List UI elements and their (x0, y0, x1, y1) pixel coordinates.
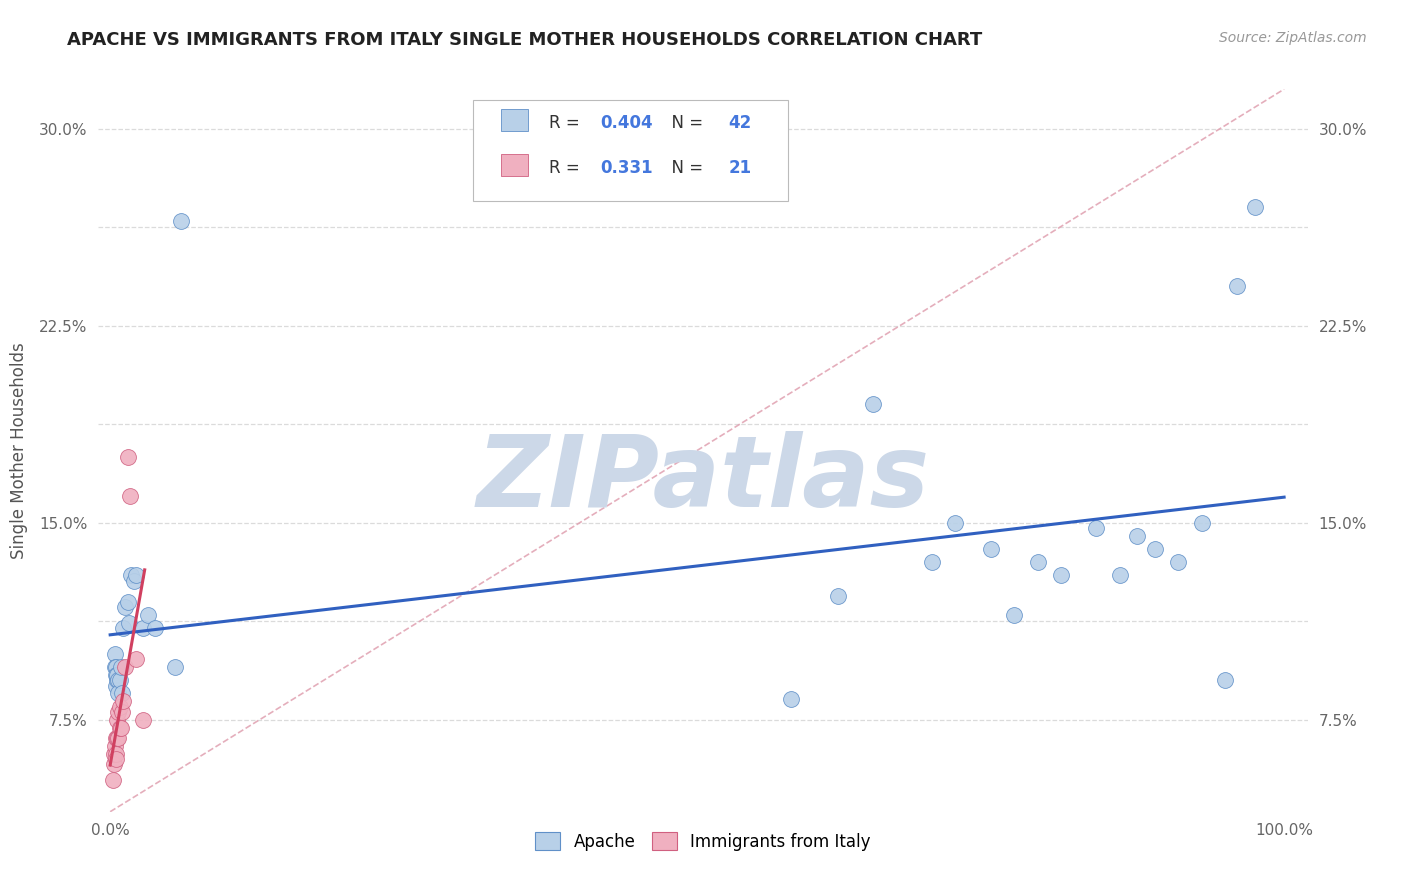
Point (103, 747, 125, 761)
Point (169, 213, 191, 227)
FancyBboxPatch shape (474, 100, 787, 202)
Point (125, 568, 148, 582)
Text: N =: N = (661, 159, 709, 177)
Text: 42: 42 (728, 114, 752, 132)
Point (110, 660, 132, 674)
Point (1085, 521, 1108, 535)
Point (980, 541, 1002, 556)
Point (1215, 673, 1237, 688)
Text: N =: N = (661, 114, 709, 132)
Point (780, 691, 803, 706)
Text: APACHE VS IMMIGRANTS FROM ITALY SINGLE MOTHER HOUSEHOLDS CORRELATION CHART: APACHE VS IMMIGRANTS FROM ITALY SINGLE M… (67, 31, 983, 49)
Point (110, 721, 132, 735)
Point (105, 668, 128, 682)
Point (108, 721, 131, 735)
Point (1108, 568, 1130, 582)
Point (105, 660, 128, 674)
Point (136, 607, 159, 622)
Point (827, 589, 849, 603)
Point (112, 621, 135, 635)
Point (1243, 201, 1265, 215)
Point (105, 731, 128, 746)
Point (111, 705, 134, 719)
Point (1126, 529, 1149, 543)
Point (132, 713, 155, 727)
Point (108, 673, 131, 688)
Point (105, 747, 128, 761)
Point (111, 686, 134, 700)
Point (163, 660, 186, 674)
Point (1167, 555, 1189, 569)
Point (108, 699, 131, 714)
Point (107, 673, 129, 688)
FancyBboxPatch shape (501, 153, 527, 176)
Point (104, 739, 127, 753)
Point (921, 555, 943, 569)
Point (945, 516, 967, 530)
Text: 0.404: 0.404 (600, 114, 652, 132)
Point (104, 660, 127, 674)
Point (112, 694, 135, 708)
Point (1002, 607, 1025, 622)
Text: Source: ZipAtlas.com: Source: ZipAtlas.com (1219, 31, 1367, 45)
Point (101, 773, 124, 788)
Point (117, 594, 139, 608)
Text: R =: R = (550, 114, 585, 132)
Point (117, 450, 139, 464)
Point (105, 731, 128, 746)
Point (105, 713, 128, 727)
Point (105, 752, 128, 766)
Point (120, 490, 142, 504)
Point (132, 621, 155, 635)
Text: 21: 21 (728, 159, 752, 177)
Point (118, 615, 141, 630)
Point (114, 599, 136, 614)
Legend: Apache, Immigrants from Italy: Apache, Immigrants from Italy (529, 826, 877, 857)
Point (105, 679, 128, 693)
Point (1226, 279, 1249, 293)
Point (114, 660, 136, 674)
Point (125, 652, 148, 666)
Point (107, 705, 129, 719)
Text: 0.331: 0.331 (600, 159, 652, 177)
Text: R =: R = (550, 159, 585, 177)
Point (862, 397, 884, 411)
Y-axis label: Single Mother Households: Single Mother Households (10, 343, 28, 558)
Point (143, 621, 166, 635)
Point (1191, 516, 1213, 530)
Point (122, 574, 145, 588)
FancyBboxPatch shape (501, 109, 527, 131)
Point (1050, 568, 1073, 582)
Point (105, 668, 128, 682)
Point (104, 647, 127, 661)
Point (1143, 541, 1166, 556)
Point (105, 673, 128, 688)
Point (1026, 555, 1049, 569)
Point (120, 568, 142, 582)
Point (103, 757, 125, 772)
Point (107, 686, 129, 700)
Text: ZIPatlas: ZIPatlas (477, 431, 929, 528)
Point (107, 731, 129, 746)
